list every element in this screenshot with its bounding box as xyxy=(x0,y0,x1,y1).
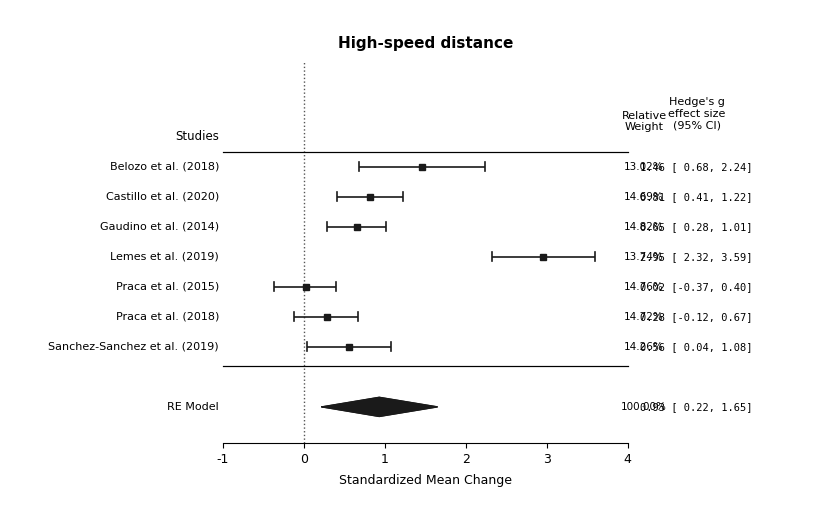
Text: RE Model: RE Model xyxy=(167,402,219,412)
Text: 0.65 [ 0.28, 1.01]: 0.65 [ 0.28, 1.01] xyxy=(640,222,752,232)
Text: 14.26%: 14.26% xyxy=(624,342,664,352)
Text: 14.72%: 14.72% xyxy=(624,312,664,322)
Text: 2.95 [ 2.32, 3.59]: 2.95 [ 2.32, 3.59] xyxy=(640,252,752,262)
Text: 100.00%: 100.00% xyxy=(621,402,667,412)
Text: 13.74%: 13.74% xyxy=(624,252,664,262)
Text: 14.82%: 14.82% xyxy=(624,222,664,232)
Text: Hedge's g
effect size
(95% CI): Hedge's g effect size (95% CI) xyxy=(668,97,725,131)
Text: Sanchez-Sanchez et al. (2019): Sanchez-Sanchez et al. (2019) xyxy=(49,342,219,352)
X-axis label: Standardized Mean Change: Standardized Mean Change xyxy=(339,474,512,487)
Text: 0.56 [ 0.04, 1.08]: 0.56 [ 0.04, 1.08] xyxy=(640,342,752,352)
Text: Praca et al. (2015): Praca et al. (2015) xyxy=(116,282,219,292)
Text: Belozo et al. (2018): Belozo et al. (2018) xyxy=(110,162,219,172)
Text: Lemes et al. (2019): Lemes et al. (2019) xyxy=(110,252,219,262)
Text: 0.81 [ 0.41, 1.22]: 0.81 [ 0.41, 1.22] xyxy=(640,192,752,202)
Text: 0.28 [-0.12, 0.67]: 0.28 [-0.12, 0.67] xyxy=(640,312,752,322)
Text: Gaudino et al. (2014): Gaudino et al. (2014) xyxy=(100,222,219,232)
Text: 0.93 [ 0.22, 1.65]: 0.93 [ 0.22, 1.65] xyxy=(640,402,752,412)
Text: Relative
Weight: Relative Weight xyxy=(621,111,667,132)
Text: Studies: Studies xyxy=(175,130,219,143)
Text: Praca et al. (2018): Praca et al. (2018) xyxy=(116,312,219,322)
Text: 0.02 [-0.37, 0.40]: 0.02 [-0.37, 0.40] xyxy=(640,282,752,292)
Text: Castillo et al. (2020): Castillo et al. (2020) xyxy=(106,192,219,202)
Text: 14.76%: 14.76% xyxy=(624,282,664,292)
Text: 13.02%: 13.02% xyxy=(624,162,664,172)
Polygon shape xyxy=(322,397,438,417)
Text: 1.46 [ 0.68, 2.24]: 1.46 [ 0.68, 2.24] xyxy=(640,162,752,172)
Text: 14.69%: 14.69% xyxy=(624,192,664,202)
Title: High-speed distance: High-speed distance xyxy=(338,36,513,51)
